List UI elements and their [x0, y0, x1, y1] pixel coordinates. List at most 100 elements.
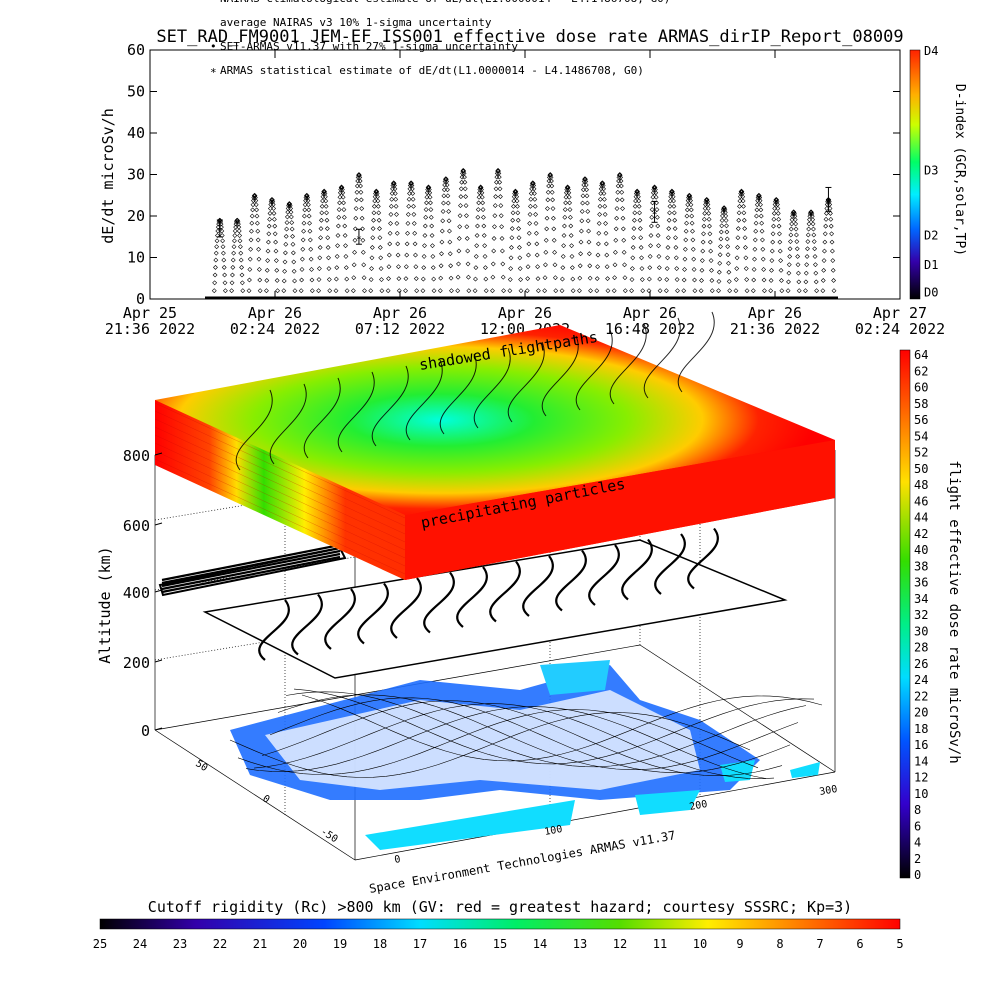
data-point — [449, 288, 454, 294]
data-point — [308, 246, 314, 252]
data-point — [667, 210, 672, 216]
estimate-marker: ∗ — [652, 208, 658, 219]
data-point — [465, 248, 471, 254]
data-point — [376, 217, 382, 223]
data-point — [569, 265, 575, 271]
data-point — [598, 191, 604, 196]
dose-rate-tick: 46 — [914, 494, 928, 508]
data-point — [459, 179, 465, 185]
data-point — [373, 188, 379, 194]
data-point — [683, 228, 689, 234]
data-point — [778, 267, 784, 273]
y-tick-label: 30 — [127, 166, 145, 184]
data-point — [632, 203, 638, 209]
data-point — [476, 200, 482, 206]
data-point — [446, 218, 452, 224]
data-point — [672, 217, 678, 223]
data-point — [316, 266, 322, 271]
data-point — [455, 288, 461, 294]
data-point — [771, 223, 776, 229]
data-point — [568, 233, 574, 238]
data-point — [707, 231, 713, 237]
data-point — [358, 183, 363, 189]
data-point — [754, 202, 760, 208]
data-point — [526, 241, 532, 247]
dose-rate-tick: 40 — [914, 543, 928, 557]
data-point — [222, 272, 228, 278]
data-point — [830, 267, 836, 273]
cutoff-rigidity-tick: 17 — [413, 937, 427, 951]
data-point — [553, 288, 559, 294]
data-point — [545, 206, 550, 211]
data-point — [499, 236, 505, 241]
data-point — [831, 288, 837, 294]
mid-track-curve — [654, 533, 686, 595]
data-point — [753, 228, 759, 234]
data-point — [420, 288, 426, 294]
data-point — [638, 235, 644, 241]
data-point — [229, 280, 235, 286]
data-point — [413, 264, 419, 270]
top-panel: NAIRAS climatological estimate of dE/dt(… — [99, 0, 967, 338]
data-point — [232, 228, 238, 234]
data-point — [375, 203, 381, 209]
altitude-tick-label: 400 — [123, 584, 150, 602]
data-point — [570, 276, 576, 282]
data-point — [285, 209, 291, 215]
data-point — [213, 250, 219, 256]
data-point — [466, 288, 472, 294]
data-point — [324, 217, 330, 223]
data-point — [482, 243, 488, 249]
data-point — [647, 265, 653, 271]
data-point — [238, 257, 244, 263]
data-point — [615, 189, 621, 195]
data-point — [343, 265, 349, 271]
data-point — [829, 231, 835, 237]
data-point — [806, 221, 812, 227]
data-point — [741, 210, 747, 216]
data-point — [602, 211, 608, 217]
data-point — [532, 196, 538, 202]
data-point — [281, 288, 287, 294]
data-point — [535, 288, 541, 294]
data-point — [760, 246, 766, 252]
data-point — [793, 226, 799, 232]
data-point — [705, 206, 711, 211]
altitude-label: Altitude (km) — [96, 546, 114, 663]
data-point — [808, 209, 814, 215]
data-point — [458, 186, 464, 192]
data-point — [272, 231, 278, 237]
data-point — [667, 198, 673, 204]
data-point — [699, 258, 705, 263]
data-point — [352, 226, 358, 232]
data-point — [551, 226, 557, 232]
data-point — [392, 191, 398, 196]
data-point — [545, 189, 551, 195]
data-point — [577, 263, 583, 269]
data-point — [325, 235, 331, 241]
data-point — [577, 288, 582, 294]
data-point — [516, 245, 522, 250]
data-point — [769, 267, 774, 273]
data-point — [509, 245, 514, 250]
data-point — [566, 194, 572, 200]
mid-track-curve — [390, 577, 422, 639]
cutoff-rigidity-tick: 24 — [133, 937, 147, 951]
data-point — [612, 249, 618, 255]
data-point — [640, 288, 646, 294]
data-point — [360, 237, 366, 243]
data-point — [527, 221, 533, 226]
dose-rate-tick: 32 — [914, 608, 928, 622]
data-point — [343, 254, 349, 259]
data-point — [646, 276, 652, 282]
data-point — [744, 288, 750, 294]
data-point — [517, 266, 523, 271]
data-point — [709, 278, 715, 283]
data-point — [682, 256, 688, 262]
data-point — [777, 239, 783, 245]
data-point — [351, 262, 357, 268]
data-point — [821, 258, 827, 263]
mid-track-curve — [357, 582, 389, 645]
data-point — [699, 267, 705, 273]
